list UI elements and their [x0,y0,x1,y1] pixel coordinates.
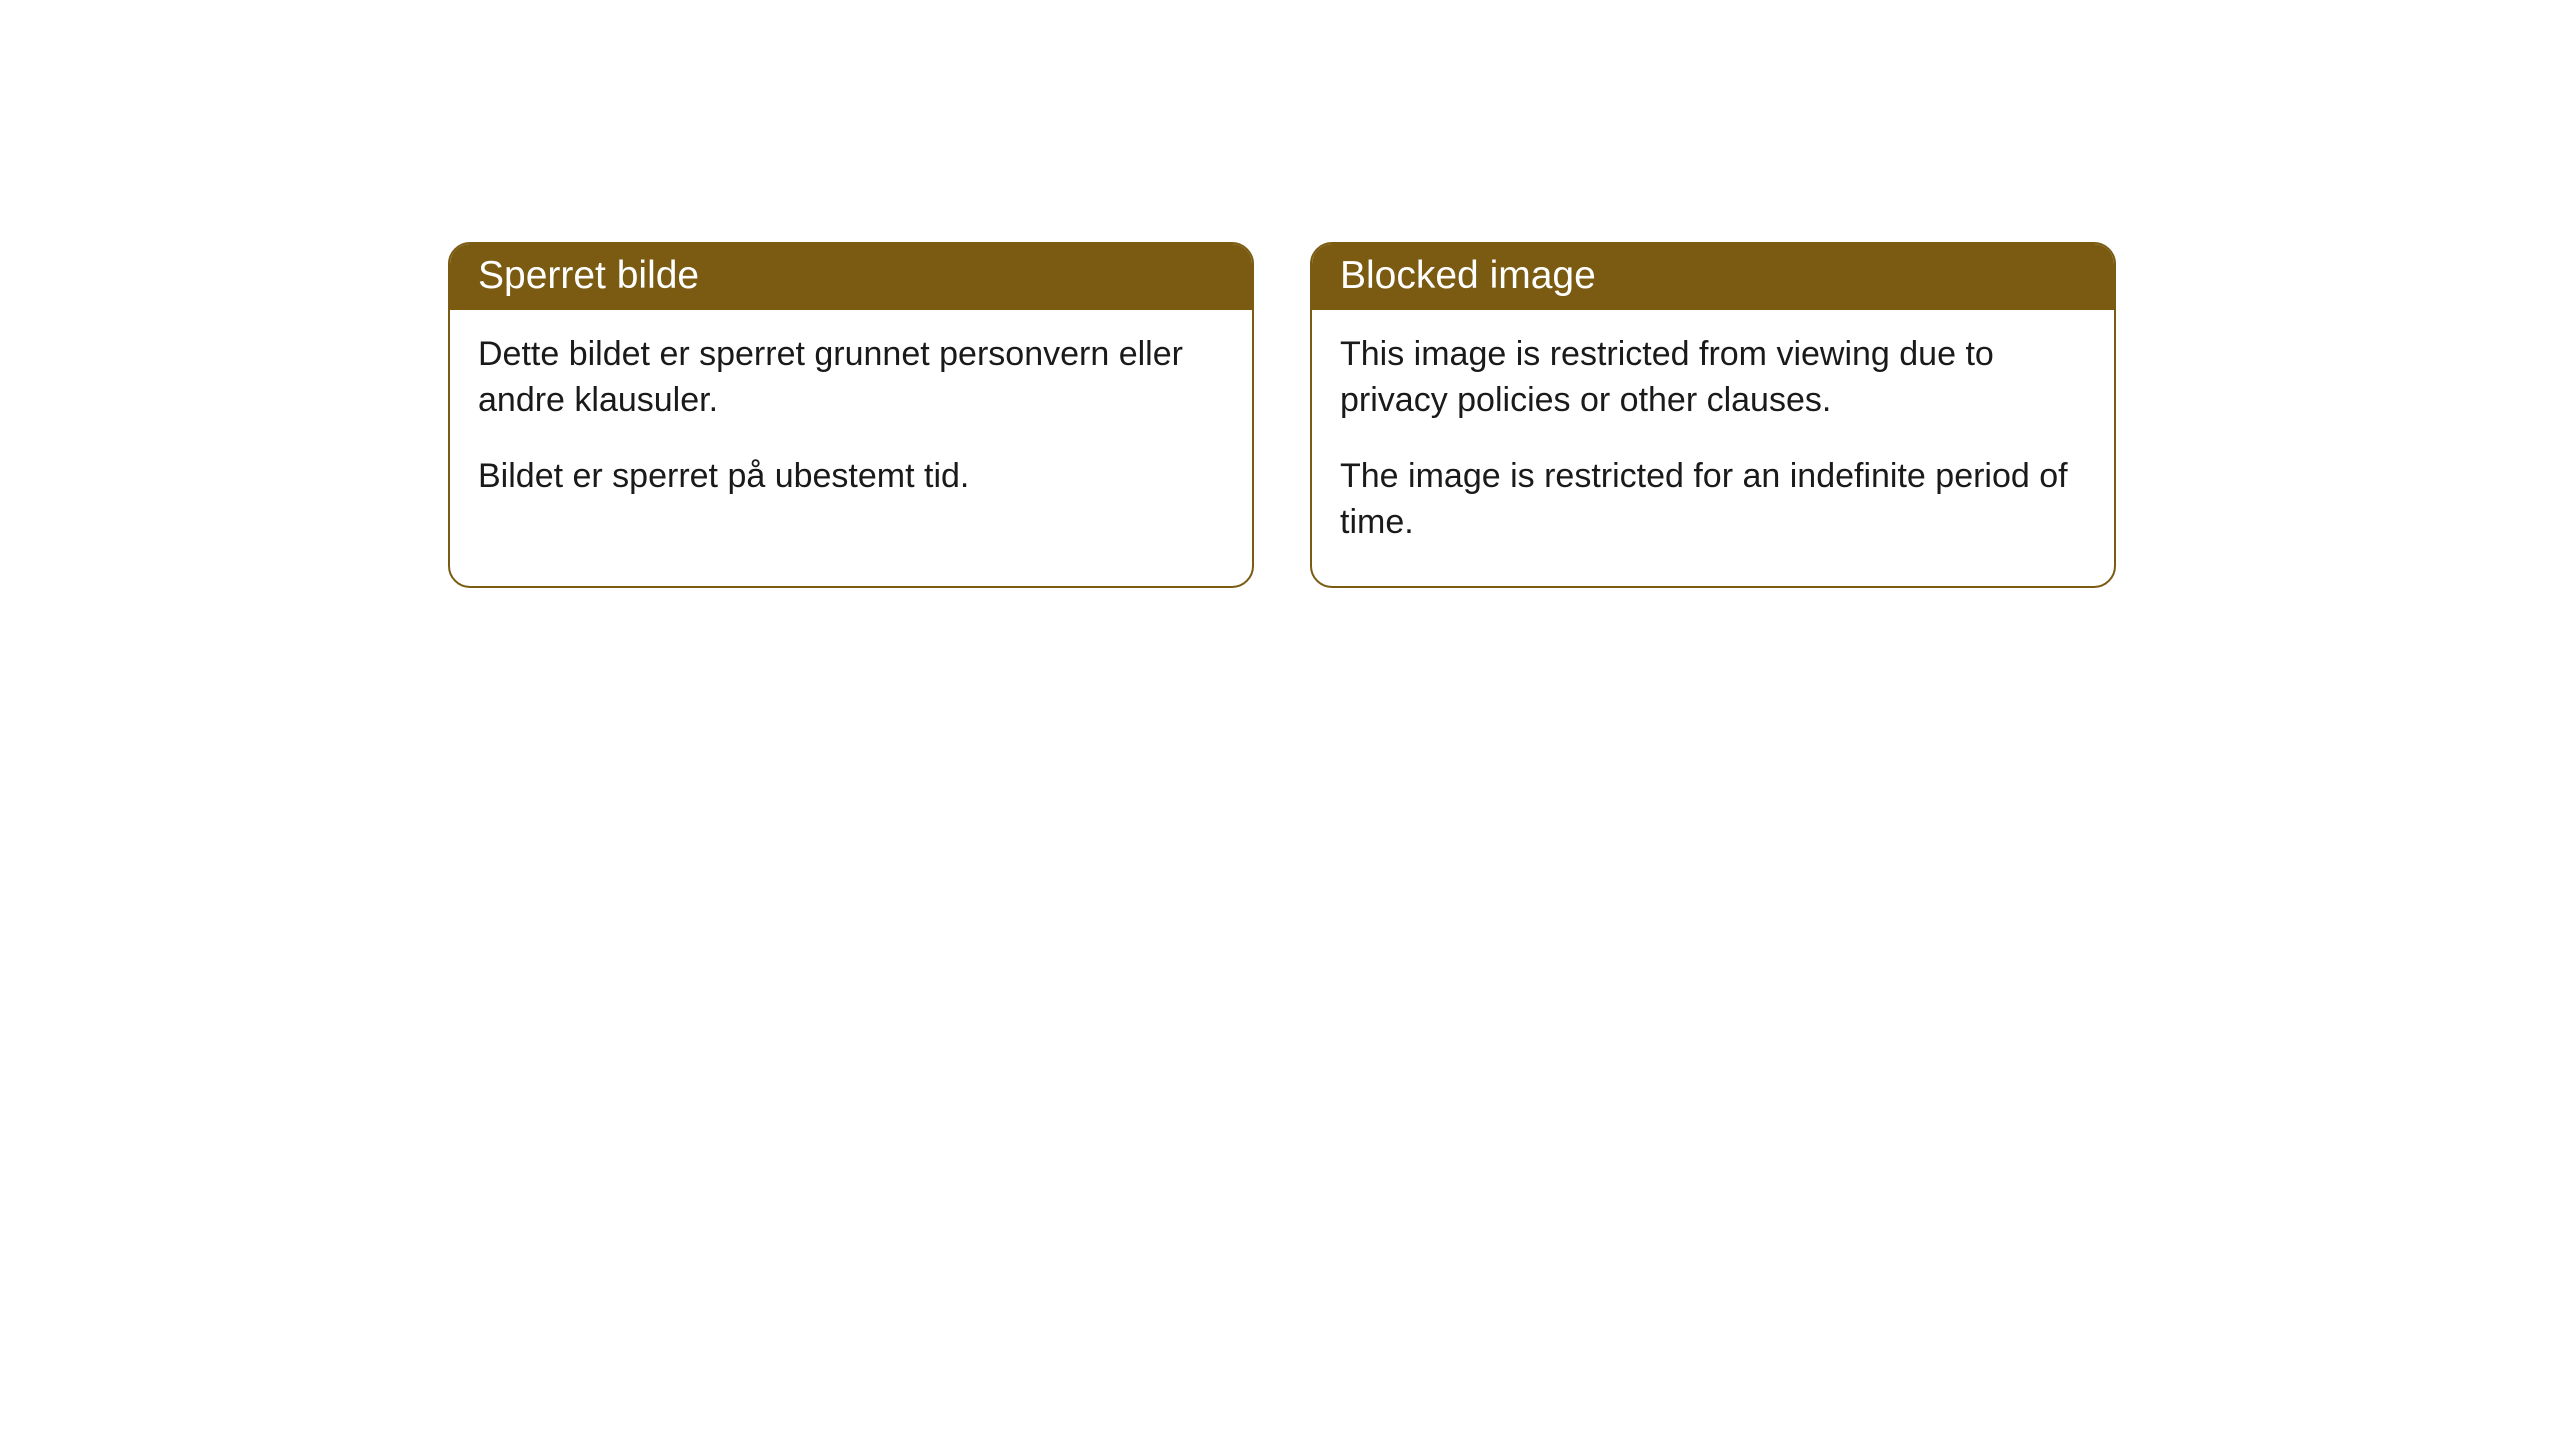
card-title: Sperret bilde [478,254,699,297]
card-paragraph: The image is restricted for an indefinit… [1340,454,2086,546]
card-title: Blocked image [1340,254,1596,297]
card-body: This image is restricted from viewing du… [1312,310,2114,586]
card-body: Dette bildet er sperret grunnet personve… [450,310,1252,540]
notice-card-english: Blocked image This image is restricted f… [1310,242,2116,588]
notice-container: Sperret bilde Dette bildet er sperret gr… [448,242,2116,588]
card-header: Blocked image [1312,244,2114,310]
card-paragraph: Dette bildet er sperret grunnet personve… [478,332,1224,424]
card-paragraph: This image is restricted from viewing du… [1340,332,2086,424]
card-paragraph: Bildet er sperret på ubestemt tid. [478,454,1224,500]
card-header: Sperret bilde [450,244,1252,310]
notice-card-norwegian: Sperret bilde Dette bildet er sperret gr… [448,242,1254,588]
